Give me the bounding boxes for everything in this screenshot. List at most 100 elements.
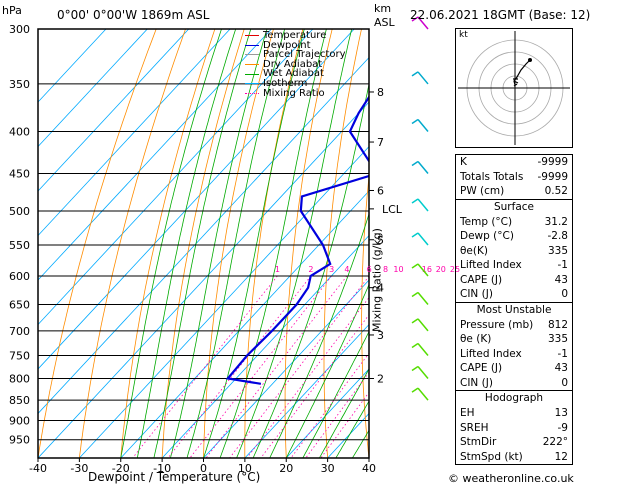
index-label: Totals Totals [460,170,524,183]
dry-adiabat-line [433,29,451,458]
wind-barb-staff [417,16,429,30]
wind-barb-flag [411,232,419,238]
wind-barb-staff [417,292,429,305]
wind-barb-flag [411,387,419,393]
index-label: θe(K) [460,244,488,257]
pressure-tick-label: 750 [9,349,30,362]
index-value: 222° [542,436,568,448]
legend-label: Isotherm [263,77,308,89]
x-tick-label: 40 [362,462,376,475]
index-value: 0.52 [544,185,568,197]
wind-barb-staff [417,232,429,246]
wind-barb-flag [411,291,419,298]
index-row: K -9999 [456,155,572,170]
dry-adiabat-line [38,29,157,458]
wind-barb-staff [417,366,429,379]
pressure-tick-label: 700 [9,325,30,338]
index-label: EH [460,407,475,419]
lcl-label: LCL [382,203,403,216]
indices-panel: K -9999 Totals Totals -9999 PW (cm) 0.52 Su… [455,154,573,465]
legend-label: Dewpoint [263,39,311,51]
legend-label: Wet Adiabat [263,68,324,80]
isotherm-line [38,29,314,326]
mixing-ratio-label: 3 [329,265,334,274]
location-title: 0°00' 0°00'W 1869m ASL [57,8,210,22]
wind-barb-staff [417,387,429,401]
index-row: CAPE (J) 43 [456,273,572,288]
mixing-ratio-axis-label: Mixing Ratio (g/kg) [370,228,384,332]
height-tick-label: 7 [377,136,384,149]
index-row: CAPE (J) 43 [456,361,572,376]
pressure-tick-label: 400 [9,126,30,139]
legend-label: Dry Adiabat [263,58,323,70]
index-value: -9999 [537,156,568,168]
height-tick-label: 8 [377,86,384,99]
index-row: Lifted Index -1 [456,347,572,362]
isotherm-line [285,368,369,458]
x-tick-label: 20 [279,462,293,475]
index-value: 0 [561,288,568,300]
wet-adiabat-line [335,400,369,458]
index-row: Temp (°C) 31.2 [456,215,572,230]
wind-barb-staff [417,198,429,212]
dry-adiabat-line [596,29,629,458]
index-value: 335 [547,333,568,345]
hodo-storm-motion-icon [513,78,519,87]
height-tick-label: 6 [377,184,384,197]
pressure-tick-label: 600 [9,270,30,283]
legend-label: Temperature [263,30,327,41]
mixing-ratio-label: 16 [422,265,432,274]
pressure-tick-label: 500 [9,205,30,218]
wind-barb-staff [417,263,429,277]
legend-swatch [245,92,259,94]
dry-adiabat-line [398,29,420,458]
mixing-ratio-line [320,391,369,458]
mixing-ratio-label: 6 [367,265,372,274]
km-label: km [374,2,392,15]
index-label: Lifted Index [460,347,522,360]
index-row: Lifted Index -1 [456,258,572,273]
index-row: StmSpd (kt) 12 [456,450,572,465]
legend-label: Parcel Trajectory [263,49,346,61]
index-row: Pressure (mb) 812 [456,318,572,333]
isotherm-line [38,29,107,103]
legend-swatch [245,54,259,56]
height-tick-label: 2 [377,372,384,385]
index-label: Temp (°C) [460,215,513,228]
index-value: 31.2 [544,215,568,228]
wind-barb-flag [411,71,419,77]
index-label: SREH [460,421,489,434]
mixing-ratio-label: 20 [436,265,446,274]
index-label: PW (cm) [460,185,505,197]
x-tick-label: 30 [321,462,335,475]
mixing-ratio-label: 1 [275,265,280,274]
index-row: Dewp (°C) -2.8 [456,229,572,244]
mixing-ratio-label: 4 [344,265,349,274]
legend-swatch [245,64,259,66]
wind-barb-flag [411,118,419,125]
legend-label: Mixing Ratio [263,87,325,99]
mixing-ratio-line [246,296,369,458]
index-row: SREH -9 [456,421,572,436]
mixing-ratio-label: 25 [450,265,460,274]
index-row: θe (K) 335 [456,332,572,347]
index-label: CAPE (J) [460,273,503,286]
hodograph-section-title: Hodograph [456,390,572,406]
chart-legend: Temperature Dewpoint Parcel Trajectory D… [245,31,346,98]
height-tick-label: 5 [377,234,384,247]
index-value: 335 [547,244,568,257]
isotherm-line [79,145,369,458]
hodograph-unit-label: kt [459,30,468,40]
pressure-tick-label: 800 [9,372,30,385]
x-tick-label: -40 [29,462,47,475]
wind-barb-flag [411,365,419,372]
index-value: -1 [557,347,568,360]
legend-swatch [245,44,259,46]
index-row: PW (cm) 0.52 [456,184,572,199]
wet-adiabat-line [153,29,252,458]
mixing-ratio-label: 8 [383,265,388,274]
plot-area [38,29,629,458]
x-tick-label: 10 [238,462,252,475]
index-value: -9 [557,421,568,434]
mixing-ratio-line [167,275,312,458]
